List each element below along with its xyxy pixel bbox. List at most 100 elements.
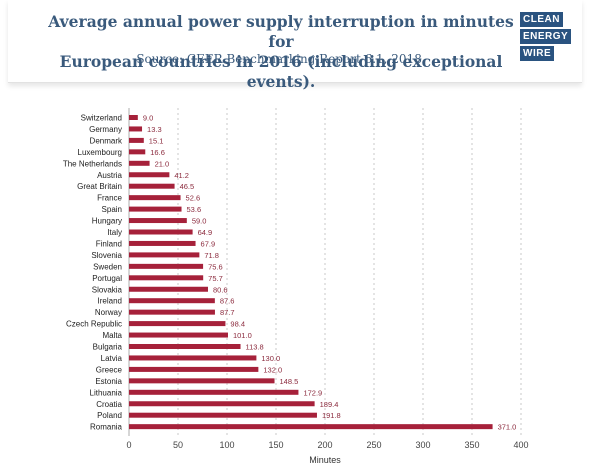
x-tick-label: 400 xyxy=(513,440,528,450)
bar xyxy=(129,263,204,269)
value-label: 13.3 xyxy=(147,125,162,134)
bar xyxy=(129,218,187,224)
value-label: 16.6 xyxy=(150,148,165,157)
category-label: Estonia xyxy=(95,377,122,386)
category-label: Sweden xyxy=(93,262,122,271)
value-label: 52.6 xyxy=(186,194,201,203)
value-label: 53.6 xyxy=(187,205,202,214)
x-axis-title: Minutes xyxy=(309,455,341,465)
value-label: 15.1 xyxy=(149,136,164,145)
bar xyxy=(129,115,138,120)
bar xyxy=(129,252,200,258)
bar xyxy=(129,240,196,246)
value-label: 371.0 xyxy=(498,423,517,432)
category-label: Switzerland xyxy=(81,114,122,123)
bar xyxy=(129,412,317,418)
value-label: 59.0 xyxy=(192,217,207,226)
bar xyxy=(129,275,204,281)
logo-line-2: ENERGY xyxy=(520,29,572,44)
bar xyxy=(129,183,175,189)
chart-title: Average annual power supply interruption… xyxy=(46,12,516,92)
value-label: 101.0 xyxy=(233,331,252,340)
x-tick-label: 300 xyxy=(415,440,430,450)
value-label: 41.2 xyxy=(174,171,189,180)
value-label: 130.0 xyxy=(261,354,280,363)
category-label: Portugal xyxy=(92,274,122,283)
category-label: Czech Republic xyxy=(66,320,122,329)
value-label: 98.4 xyxy=(230,320,245,329)
category-label: Lithuania xyxy=(90,388,123,397)
bar xyxy=(129,149,146,155)
value-label: 46.5 xyxy=(180,182,195,191)
bar xyxy=(129,172,170,178)
bar xyxy=(129,286,208,292)
category-label: Croatia xyxy=(96,400,122,409)
x-tick-label: 100 xyxy=(219,440,234,450)
category-label: The Netherlands xyxy=(63,159,122,168)
bar xyxy=(129,389,299,395)
bar xyxy=(129,137,144,143)
value-label: 67.9 xyxy=(201,239,216,248)
category-label: Norway xyxy=(95,308,122,317)
value-label: 75.6 xyxy=(208,262,223,271)
value-label: 132.0 xyxy=(263,365,282,374)
category-label: Great Britain xyxy=(77,182,122,191)
value-label: 87.6 xyxy=(220,297,235,306)
bar xyxy=(129,298,215,304)
bar xyxy=(129,366,259,372)
x-tick-label: 150 xyxy=(268,440,283,450)
value-label: 87.7 xyxy=(220,308,235,317)
value-label: 21.0 xyxy=(155,159,170,168)
title-line-1: Average annual power supply interruption… xyxy=(48,12,514,51)
bar xyxy=(129,126,143,132)
value-label: 75.7 xyxy=(208,274,223,283)
category-label: Hungary xyxy=(92,217,122,226)
value-label: 113.8 xyxy=(246,343,264,352)
bar xyxy=(129,344,241,349)
category-label: Slovakia xyxy=(92,285,123,294)
value-label: 71.8 xyxy=(204,251,219,260)
category-label: Latvia xyxy=(101,354,123,363)
value-label: 80.6 xyxy=(213,285,228,294)
value-label: 148.5 xyxy=(280,377,299,386)
x-tick-label: 0 xyxy=(126,440,131,450)
bar xyxy=(129,378,275,384)
value-label: 9.0 xyxy=(143,114,153,123)
x-tick-label: 200 xyxy=(317,440,332,450)
value-label: 191.8 xyxy=(322,411,341,420)
chart-header: Average annual power supply interruption… xyxy=(8,0,582,91)
category-label: Luxembourg xyxy=(78,148,122,157)
bar xyxy=(129,160,150,166)
bar xyxy=(129,309,215,315)
category-label: Denmark xyxy=(90,136,123,145)
x-tick-label: 250 xyxy=(366,440,381,450)
category-label: France xyxy=(97,194,122,203)
logo-line-1: CLEAN xyxy=(520,12,563,27)
title-line-2: European countries in 2016 (including ex… xyxy=(59,52,503,91)
value-label: 189.4 xyxy=(320,400,339,409)
category-label: Bulgaria xyxy=(93,343,123,352)
value-label: 64.9 xyxy=(198,228,213,237)
category-label: Slovenia xyxy=(91,251,122,260)
bar xyxy=(129,206,182,212)
category-label: Spain xyxy=(102,205,122,214)
source-note: Source: CEER Benchmarking Report 6.1, 20… xyxy=(136,52,426,66)
bar xyxy=(129,229,193,235)
category-label: Malta xyxy=(102,331,122,340)
value-label: 172.9 xyxy=(303,388,322,397)
clean-energy-wire-logo: CLEAN ENERGY WIRE xyxy=(520,12,572,63)
bar xyxy=(129,321,226,327)
bar xyxy=(129,401,315,407)
category-label: Austria xyxy=(97,171,122,180)
logo-line-3: WIRE xyxy=(520,46,555,61)
bar xyxy=(129,195,181,201)
category-label: Romania xyxy=(90,423,123,432)
category-label: Italy xyxy=(107,228,122,237)
bar xyxy=(129,355,257,361)
category-label: Finland xyxy=(96,239,122,248)
category-label: Germany xyxy=(89,125,122,134)
x-tick-label: 50 xyxy=(173,440,183,450)
category-label: Poland xyxy=(97,411,122,420)
bar xyxy=(129,424,493,430)
